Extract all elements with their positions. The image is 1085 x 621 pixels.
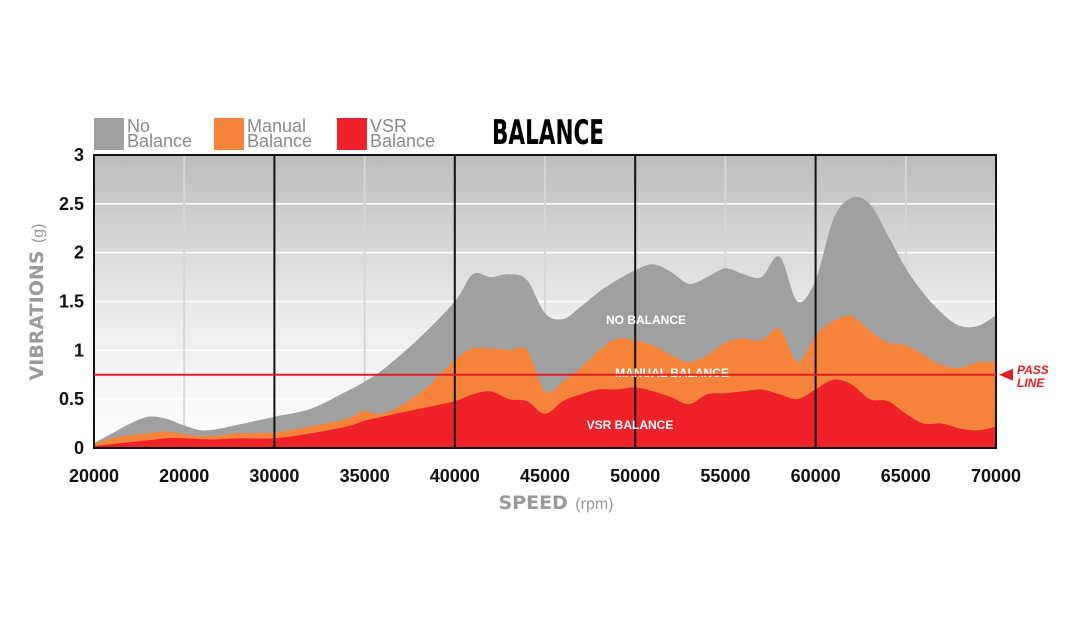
legend-label-vsr-balance-1: VSR — [370, 116, 407, 136]
x-axis-ticks: 20000 20000 30000 35000 40000 45000 50000 55000… — [69, 466, 1021, 486]
area-label-manual-balance: MANUAL BALANCE — [615, 366, 729, 380]
pass-line-label-1: PASS — [1017, 363, 1049, 377]
area-vsr-balance — [94, 379, 996, 448]
x-tick-label: 55000 — [700, 466, 750, 486]
x-tick-label: 45000 — [520, 466, 570, 486]
legend-swatch-no-balance — [94, 118, 124, 150]
pass-line-label-2: LINE — [1017, 376, 1045, 390]
legend-swatch-vsr-balance — [337, 118, 367, 150]
y-axis-label-main: VIBRATIONS — [26, 251, 48, 381]
y-tick-label: 3 — [74, 145, 84, 165]
y-tick-label: 1.5 — [59, 292, 84, 312]
legend-label-no-balance-1: No — [127, 116, 150, 136]
x-tick-label: 70000 — [971, 466, 1021, 486]
pass-line-arrow-icon — [999, 368, 1013, 381]
y-axis-label: VIBRATIONS (g) — [26, 224, 48, 381]
x-axis-label-unit: (rpm) — [575, 496, 613, 513]
y-axis-label-unit: (g) — [30, 224, 47, 244]
y-tick-label: 1 — [74, 340, 84, 360]
chart-title: BALANCE — [492, 113, 604, 153]
y-axis-ticks: 0 0.5 1 1.5 2 2.5 3 — [59, 145, 84, 458]
x-tick-label: 50000 — [610, 466, 660, 486]
area-label-vsr-balance: VSR BALANCE — [587, 418, 674, 432]
legend-swatch-manual-balance — [214, 118, 244, 150]
x-tick-label: 30000 — [249, 466, 299, 486]
x-tick-label: 20000 — [159, 466, 209, 486]
x-axis-label-main: SPEED — [498, 492, 567, 514]
section-dividers — [273, 155, 817, 448]
y-tick-label: 2.5 — [59, 194, 84, 214]
legend: No Balance Manual Balance VSR Balance — [94, 116, 435, 151]
legend-label-vsr-balance-2: Balance — [370, 131, 435, 151]
y-tick-label: 2 — [74, 243, 84, 263]
x-tick-label: 20000 — [69, 466, 119, 486]
y-tick-label: 0.5 — [59, 389, 84, 409]
legend-label-manual-balance-1: Manual — [247, 116, 306, 136]
legend-label-no-balance-2: Balance — [127, 131, 192, 151]
area-series — [94, 196, 996, 448]
plot-frame — [93, 154, 997, 449]
x-tick-label: 40000 — [430, 466, 480, 486]
x-tick-label: 60000 — [791, 466, 841, 486]
legend-label-manual-balance-2: Balance — [247, 131, 312, 151]
x-tick-label: 35000 — [340, 466, 390, 486]
x-tick-label: 65000 — [881, 466, 931, 486]
area-label-no-balance: NO BALANCE — [606, 313, 686, 327]
x-axis-label: SPEED (rpm) — [498, 492, 613, 514]
y-tick-label: 0 — [74, 438, 84, 458]
